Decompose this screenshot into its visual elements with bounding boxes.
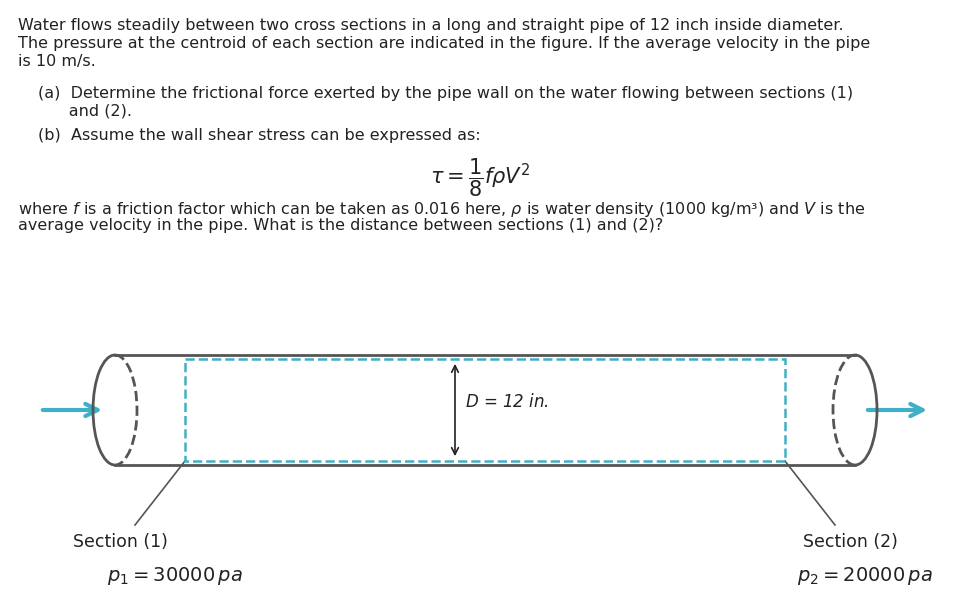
Text: Section (1): Section (1) — [73, 533, 168, 551]
Text: $D$ = 12 in.: $D$ = 12 in. — [465, 393, 549, 411]
Text: average velocity in the pipe. What is the distance between sections (1) and (2)?: average velocity in the pipe. What is th… — [18, 218, 664, 233]
Bar — [185, 359, 785, 461]
Text: and (2).: and (2). — [38, 104, 132, 119]
Text: Water flows steadily between two cross sections in a long and straight pipe of 1: Water flows steadily between two cross s… — [18, 18, 844, 33]
Text: (a)  Determine the frictional force exerted by the pipe wall on the water flowin: (a) Determine the frictional force exert… — [38, 86, 854, 101]
Text: The pressure at the centroid of each section are indicated in the figure. If the: The pressure at the centroid of each sec… — [18, 36, 870, 51]
Text: Section (2): Section (2) — [803, 533, 898, 551]
Text: $p_2=20000\,pa$: $p_2=20000\,pa$ — [797, 565, 933, 587]
Text: (b)  Assume the wall shear stress can be expressed as:: (b) Assume the wall shear stress can be … — [38, 128, 480, 143]
Text: $p_1=30000\,pa$: $p_1=30000\,pa$ — [107, 565, 243, 587]
Text: is 10 m/s.: is 10 m/s. — [18, 54, 96, 69]
Text: $\tau = \dfrac{1}{8} f \rho V^2$: $\tau = \dfrac{1}{8} f \rho V^2$ — [430, 156, 530, 198]
Text: where $f$ is a friction factor which can be taken as 0.016 here, $\rho$ is water: where $f$ is a friction factor which can… — [18, 200, 865, 219]
